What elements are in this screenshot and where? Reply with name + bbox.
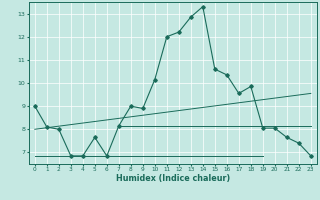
X-axis label: Humidex (Indice chaleur): Humidex (Indice chaleur) <box>116 174 230 183</box>
